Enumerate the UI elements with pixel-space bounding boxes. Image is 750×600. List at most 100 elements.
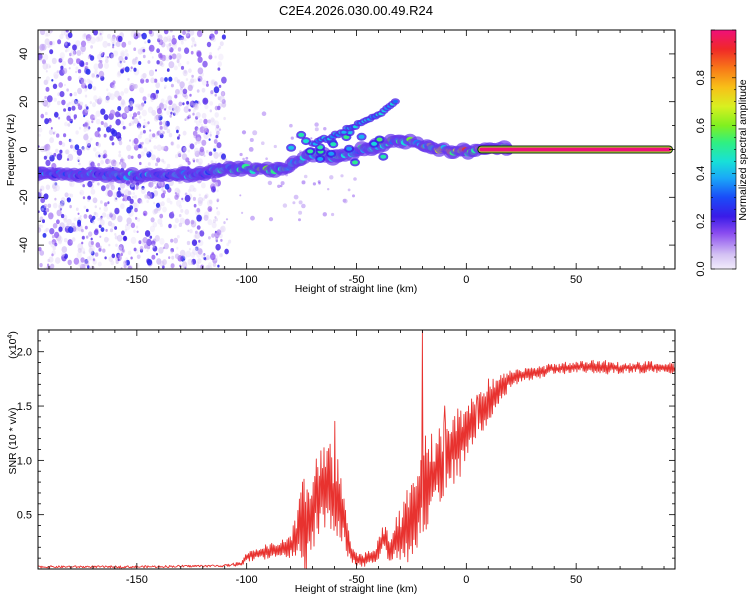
spectrogram-y-ticks: -40 -20 0 20 40	[18, 29, 675, 270]
noise-speckle	[60, 213, 65, 219]
noise-speckle	[58, 58, 62, 63]
noise-speckle	[93, 63, 99, 71]
noise-speckle	[162, 146, 166, 151]
noise-speckle	[121, 158, 125, 163]
noise-speckle	[323, 127, 327, 131]
noise-speckle	[117, 246, 123, 253]
noise-speckle	[352, 194, 355, 198]
noise-speckle	[112, 80, 116, 85]
noise-speckle	[206, 265, 210, 269]
noise-speckle	[127, 190, 132, 196]
noise-speckle	[103, 114, 109, 121]
noise-speckle	[201, 112, 207, 119]
noise-speckle	[116, 190, 122, 198]
noise-speckle	[171, 53, 177, 60]
noise-speckle	[159, 213, 164, 219]
ridge-core	[346, 146, 353, 151]
y-tick-label: -20	[18, 189, 30, 205]
noise-speckle	[65, 30, 69, 33]
noise-speckle	[99, 219, 105, 226]
noise-speckle	[43, 203, 48, 209]
noise-speckle	[90, 188, 96, 195]
noise-speckle	[48, 212, 54, 220]
noise-speckle	[56, 219, 60, 225]
noise-speckle	[121, 41, 127, 48]
noise-speckle	[158, 60, 163, 66]
noise-speckle	[213, 145, 217, 150]
noise-speckle	[198, 102, 202, 106]
noise-speckle	[211, 221, 217, 229]
noise-speckle	[123, 87, 129, 94]
noise-speckle	[76, 252, 82, 259]
noise-speckle	[133, 117, 139, 124]
noise-speckle	[86, 66, 89, 69]
noise-speckle	[162, 206, 167, 213]
noise-speckle	[213, 120, 220, 127]
noise-speckle	[193, 78, 197, 83]
noise-speckle	[207, 119, 211, 124]
noise-speckle	[73, 217, 77, 222]
noise-speckle	[141, 32, 147, 40]
noise-speckle	[221, 153, 226, 160]
noise-speckle	[140, 187, 146, 195]
noise-speckle	[179, 81, 185, 88]
noise-speckle	[212, 37, 216, 42]
noise-speckle	[77, 103, 81, 107]
ridge-core	[343, 135, 350, 140]
noise-speckle	[118, 150, 121, 154]
noise-speckle	[164, 183, 170, 190]
noise-speckle	[196, 207, 201, 213]
noise-speckle	[115, 118, 121, 126]
noise-speckle	[90, 36, 96, 45]
noise-speckle	[170, 111, 173, 115]
noise-speckle	[40, 30, 46, 36]
noise-speckle	[91, 73, 95, 78]
noise-speckle	[82, 196, 86, 200]
noise-speckle	[87, 83, 93, 90]
noise-speckle	[168, 256, 171, 259]
noise-speckle	[192, 108, 196, 113]
noise-speckle	[114, 207, 120, 215]
noise-speckle	[65, 49, 68, 53]
noise-speckle	[95, 99, 98, 103]
noise-speckle	[91, 220, 96, 225]
noise-speckle	[137, 217, 141, 222]
noise-speckle	[98, 224, 102, 229]
noise-speckle	[48, 65, 51, 69]
noise-speckle	[171, 37, 177, 45]
noise-speckle	[56, 133, 60, 138]
noise-speckle	[119, 60, 122, 64]
noise-speckle	[303, 174, 308, 179]
noise-speckle	[136, 254, 141, 260]
noise-speckle	[76, 148, 83, 156]
noise-speckle	[203, 214, 209, 221]
noise-speckle	[146, 249, 149, 252]
noise-speckle	[69, 193, 74, 198]
noise-speckle	[197, 258, 202, 264]
noise-speckle	[129, 205, 132, 208]
noise-speckle	[160, 201, 165, 207]
noise-speckle	[109, 52, 114, 59]
noise-speckle	[138, 240, 142, 245]
noise-speckle	[173, 109, 179, 116]
noise-speckle	[90, 241, 94, 245]
noise-speckle	[53, 152, 57, 157]
noise-speckle	[178, 55, 181, 58]
noise-speckle	[105, 158, 110, 165]
noise-speckle	[75, 70, 78, 74]
noise-speckle	[173, 224, 177, 229]
noise-speckle	[133, 202, 137, 208]
noise-speckle	[125, 53, 129, 57]
noise-speckle	[110, 260, 115, 266]
noise-speckle	[49, 228, 55, 235]
ridge-core	[358, 134, 365, 139]
noise-speckle	[87, 195, 91, 201]
noise-speckle	[157, 156, 160, 160]
noise-speckle	[73, 225, 79, 233]
noise-speckle	[84, 88, 88, 92]
noise-speckle	[241, 211, 244, 214]
noise-speckle	[173, 237, 178, 244]
noise-speckle	[89, 34, 93, 38]
noise-speckle	[168, 61, 175, 69]
noise-speckle	[38, 247, 42, 252]
